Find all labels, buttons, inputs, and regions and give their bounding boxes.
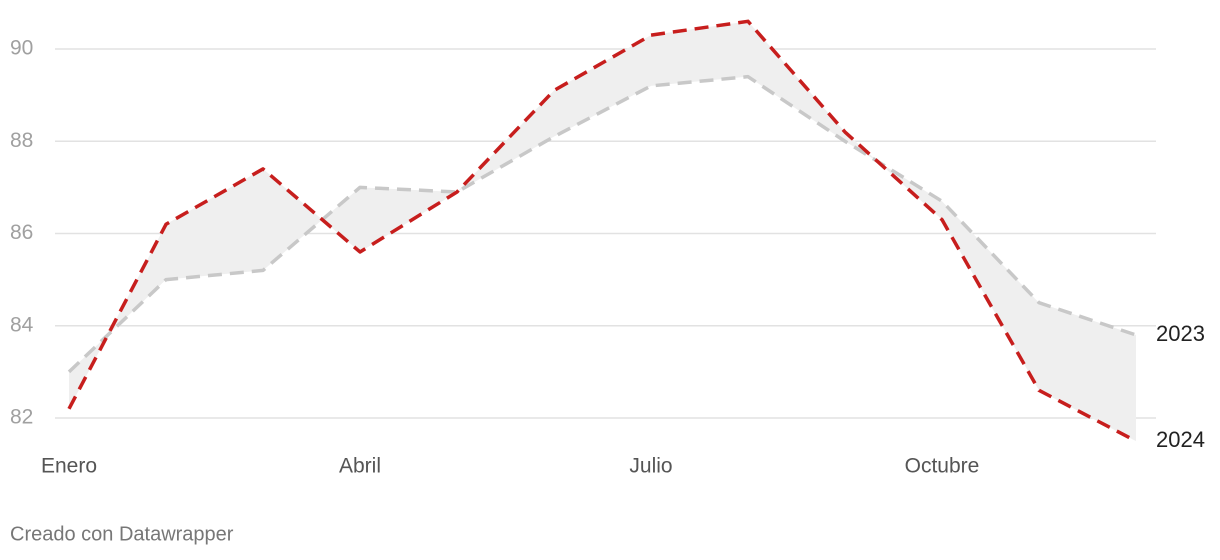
- series-label: 2023: [1156, 321, 1205, 346]
- y-tick-label: 86: [10, 221, 33, 244]
- y-tick-label: 90: [10, 37, 33, 60]
- difference-area: [69, 21, 1136, 442]
- series-line: [67, 19, 1137, 443]
- y-tick-label: 82: [10, 406, 33, 429]
- y-tick-label: 84: [10, 313, 34, 336]
- y-tick-label: 88: [10, 129, 33, 152]
- x-tick-label: Julio: [629, 455, 672, 478]
- x-tick-label: Abril: [339, 455, 381, 478]
- series-label: 2024: [1156, 427, 1205, 452]
- series-line: [67, 74, 1137, 374]
- x-tick-label: Octubre: [905, 455, 980, 478]
- x-tick-label: Enero: [41, 455, 97, 478]
- footer: Creado con Datawrapper: [10, 523, 234, 545]
